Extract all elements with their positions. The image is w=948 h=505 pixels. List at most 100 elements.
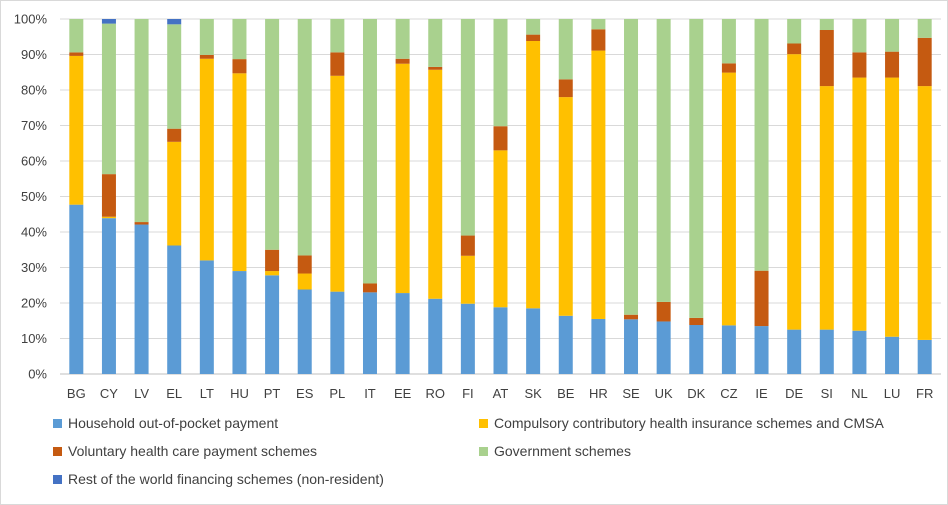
bar-segment-hu-1 <box>232 73 247 272</box>
bar-segment-hr-2 <box>591 29 606 51</box>
bar-segment-ee-3 <box>395 19 410 59</box>
bar-segment-pl-3 <box>330 19 345 53</box>
bar-segment-fi-0 <box>460 303 475 374</box>
bar-segment-hu-0 <box>232 271 247 374</box>
y-tick-label: 0% <box>28 367 47 382</box>
y-tick-label: 80% <box>21 83 47 98</box>
bar-segment-se-3 <box>624 19 639 315</box>
legend-swatch <box>53 446 62 456</box>
bar-segment-dk-0 <box>689 325 704 374</box>
x-tick-label: IE <box>755 386 768 401</box>
legend-item: Voluntary health care payment schemes <box>53 443 317 459</box>
bar-segment-ro-2 <box>428 66 443 70</box>
bar-segment-ie-2 <box>754 270 769 327</box>
bar-segment-hu-2 <box>232 59 247 74</box>
bar-segment-lu-1 <box>885 77 900 337</box>
bar-segment-cz-2 <box>721 63 736 73</box>
bar-segment-sk-2 <box>526 34 541 42</box>
y-tick-label: 50% <box>21 189 47 204</box>
bar-segment-at-0 <box>493 307 508 374</box>
bar-segment-es-2 <box>297 255 312 274</box>
bar-segment-se-0 <box>624 319 639 374</box>
bar-segment-ie-3 <box>754 19 769 271</box>
bar-segment-fr-2 <box>917 37 932 87</box>
bar-segment-ee-0 <box>395 293 410 374</box>
bar-segment-de-3 <box>787 19 802 44</box>
bar-segment-ie-0 <box>754 326 769 374</box>
bar-segment-fi-1 <box>460 255 475 304</box>
legend-label: Household out-of-pocket payment <box>68 415 279 431</box>
x-tick-label: LU <box>884 386 901 401</box>
stacked-bar-chart: 0% 10% 20% 30% 40% 50% 60% 70% 80% 90% 100% BG CY LV E… <box>14 12 941 401</box>
bar-segment-lt-0 <box>199 260 214 374</box>
x-tick-label: RO <box>425 386 445 401</box>
bar-segment-es-0 <box>297 289 312 374</box>
bar-segment-pl-0 <box>330 291 345 374</box>
x-tick-label: LT <box>200 386 214 401</box>
bar-segment-fr-3 <box>917 19 932 38</box>
legend-swatch <box>479 418 488 428</box>
bar-segment-it-3 <box>362 19 377 284</box>
x-tick-label: FI <box>462 386 474 401</box>
x-tick-label: EE <box>394 386 412 401</box>
bar-segment-sk-0 <box>526 308 541 374</box>
x-tick-label: HU <box>230 386 249 401</box>
bar-segment-be-3 <box>558 19 573 80</box>
bar-segment-uk-0 <box>656 321 671 374</box>
x-tick-label: DE <box>785 386 803 401</box>
bar-segment-at-1 <box>493 150 508 308</box>
bar-segment-lu-0 <box>885 336 900 374</box>
x-tick-label: PT <box>264 386 281 401</box>
y-tick-label: 70% <box>21 118 47 133</box>
bar-segment-lt-3 <box>199 19 214 55</box>
x-tick-label: SK <box>524 386 542 401</box>
bar-segment-uk-2 <box>656 301 671 322</box>
bar-segment-nl-3 <box>852 19 867 53</box>
bar-segment-ro-3 <box>428 19 443 67</box>
legend-swatch <box>53 474 62 484</box>
bar-segment-ro-1 <box>428 69 443 299</box>
bar-segment-fi-3 <box>460 19 475 236</box>
legend-label: Rest of the world financing schemes (non… <box>68 471 384 487</box>
x-tick-label: LV <box>134 386 149 401</box>
bar-segment-bg-2 <box>69 52 84 56</box>
bar-segment-ro-0 <box>428 298 443 374</box>
legend-label: Government schemes <box>494 443 631 459</box>
y-tick-label: 100% <box>14 12 48 27</box>
x-tick-label: SE <box>622 386 640 401</box>
bar-segment-el-2 <box>167 128 182 142</box>
bar-segment-de-0 <box>787 329 802 374</box>
bar-segment-lt-1 <box>199 58 214 261</box>
bar-segment-at-3 <box>493 19 508 127</box>
bar-segment-lu-3 <box>885 19 900 52</box>
legend-item: Rest of the world financing schemes (non… <box>53 471 384 487</box>
bar-segment-pt-0 <box>265 275 280 374</box>
chart-legend: Household out-of-pocket payment Compulsor… <box>1 415 948 501</box>
bar-segment-cy-3 <box>101 23 116 175</box>
bar-segment-el-1 <box>167 141 182 246</box>
bar-segment-hr-3 <box>591 19 606 30</box>
bar-segment-el-0 <box>167 245 182 374</box>
x-tick-label: UK <box>655 386 673 401</box>
y-tick-label: 10% <box>21 331 47 346</box>
bar-segment-lt-2 <box>199 54 214 59</box>
bar-segment-lv-2 <box>134 222 149 225</box>
bar-segment-pl-1 <box>330 75 345 292</box>
bar-segment-be-1 <box>558 97 573 316</box>
bar-segment-bg-3 <box>69 19 84 53</box>
legend-swatch <box>53 418 62 428</box>
bar-segment-pt-1 <box>265 271 280 276</box>
y-tick-label: 40% <box>21 225 47 240</box>
bar-segment-uk-3 <box>656 19 671 302</box>
bar-segment-lu-2 <box>885 51 900 78</box>
bar-segment-bg-1 <box>69 55 84 205</box>
x-tick-label: BE <box>557 386 575 401</box>
y-tick-label: 90% <box>21 47 47 62</box>
legend-item: Household out-of-pocket payment <box>53 415 278 431</box>
bar-segment-de-1 <box>787 54 802 330</box>
x-tick-label: EL <box>166 386 182 401</box>
bar-segment-hr-0 <box>591 318 606 374</box>
bar-segment-si-3 <box>819 19 834 31</box>
x-tick-label: HR <box>589 386 608 401</box>
